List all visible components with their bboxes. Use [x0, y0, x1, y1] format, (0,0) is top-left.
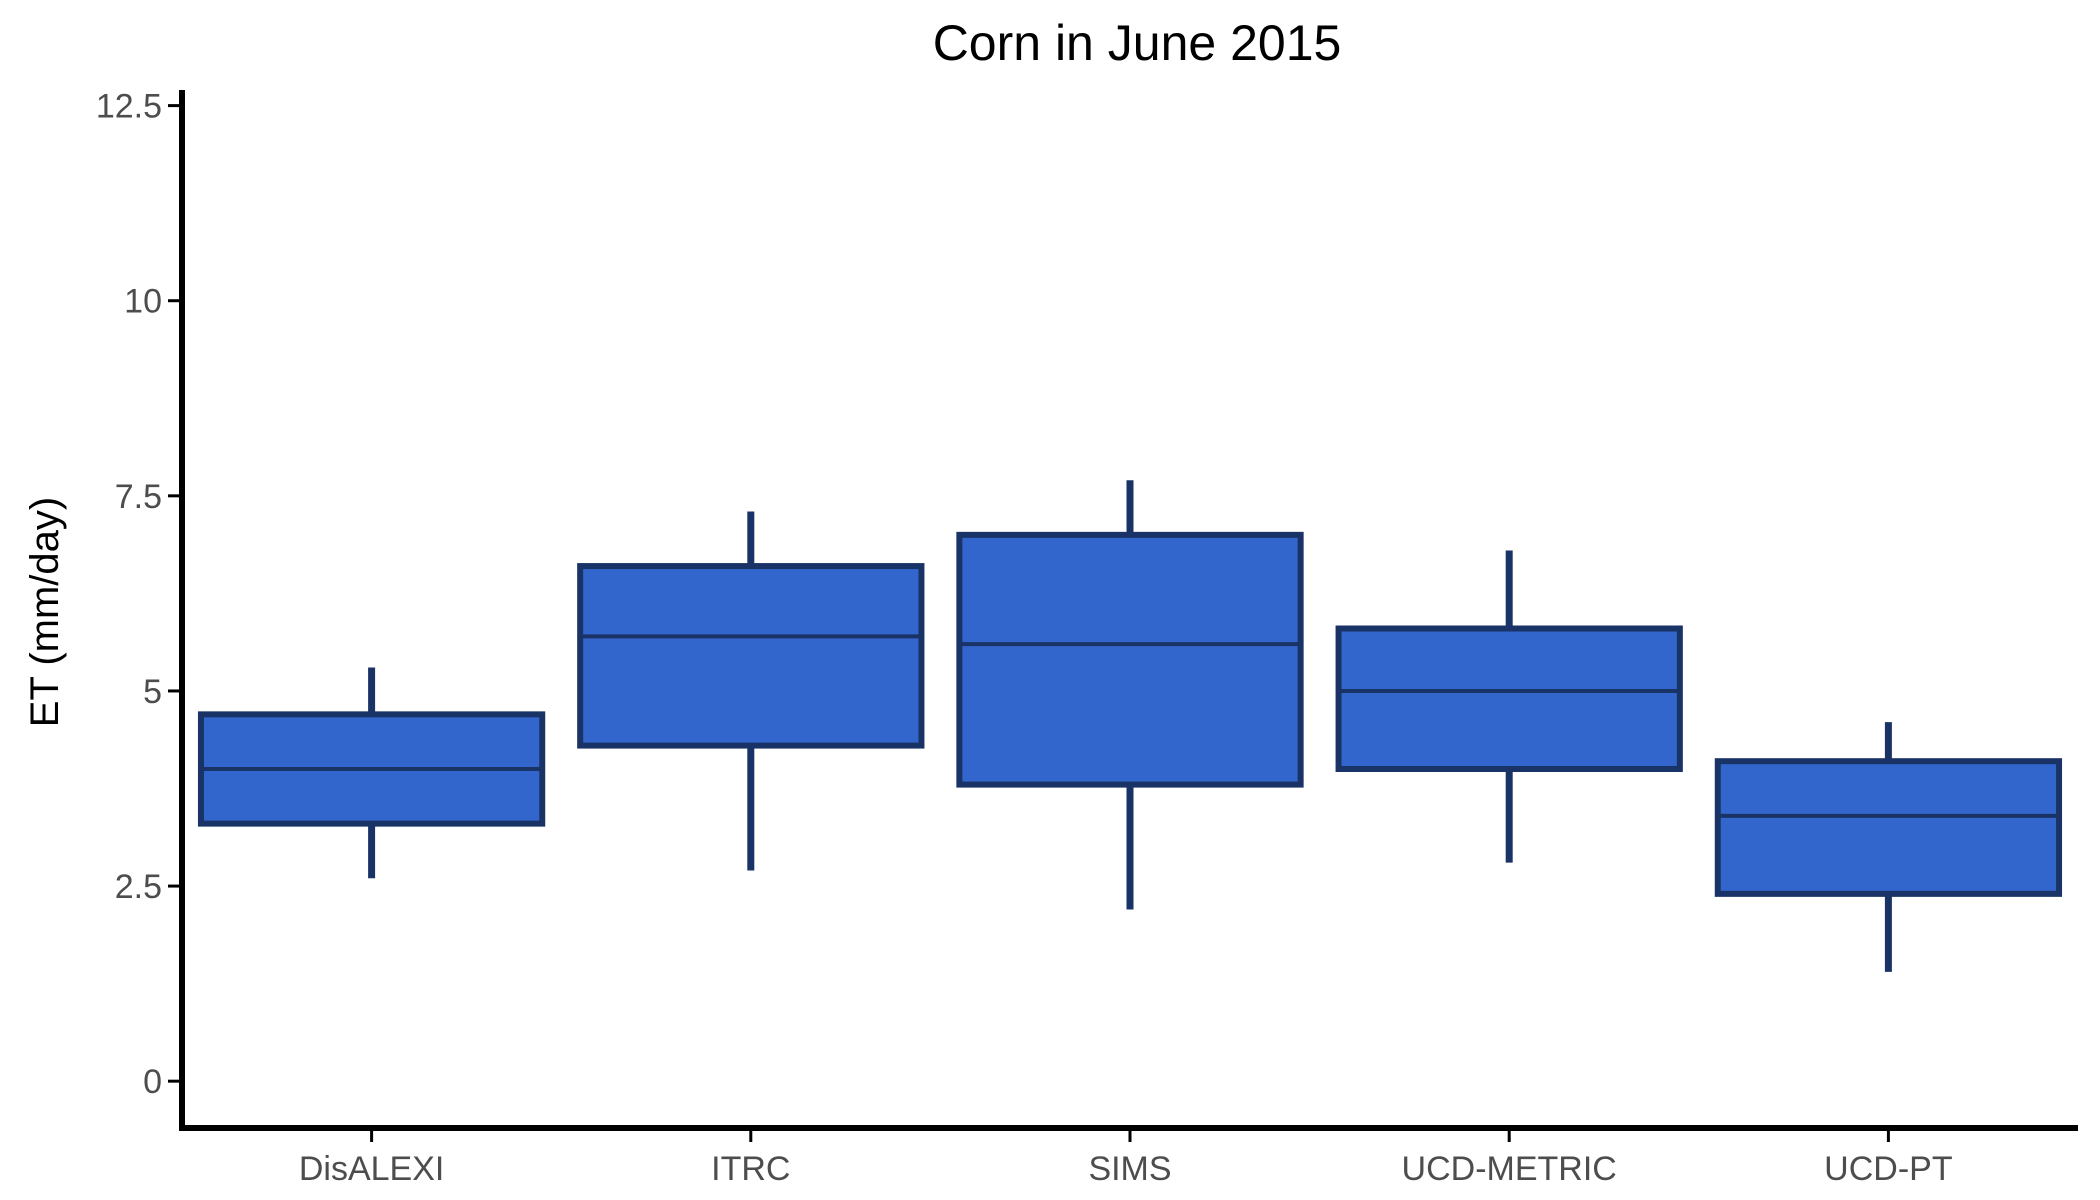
x-tick-label: ITRC	[711, 1150, 790, 1188]
box-itrc	[577, 563, 925, 749]
y-tick-label: 10	[124, 283, 162, 321]
y-tick-label: 2.5	[115, 868, 162, 906]
plot-area: 0 2.5 5 7.5 10 12.5 DisALEXI ITRC SIMS UCD-METRIC…	[96, 88, 2078, 1188]
y-tick-label: 5	[143, 673, 162, 711]
x-tick-label: SIMS	[1088, 1150, 1171, 1188]
x-tick-label: DisALEXI	[299, 1150, 445, 1188]
chart-title: Corn in June 2015	[933, 15, 1342, 71]
y-tick-label: 0	[143, 1063, 162, 1101]
x-tick-label: UCD-METRIC	[1402, 1150, 1617, 1188]
y-tick-label: 7.5	[115, 478, 162, 516]
box-ucd-metric	[1335, 625, 1683, 772]
box-sims	[956, 531, 1304, 788]
box-ucd-pt	[1714, 758, 2063, 897]
y-axis-label: ET (mm/day)	[23, 497, 67, 727]
x-tick-label: UCD-PT	[1824, 1150, 1952, 1188]
y-tick-label: 12.5	[96, 88, 162, 126]
